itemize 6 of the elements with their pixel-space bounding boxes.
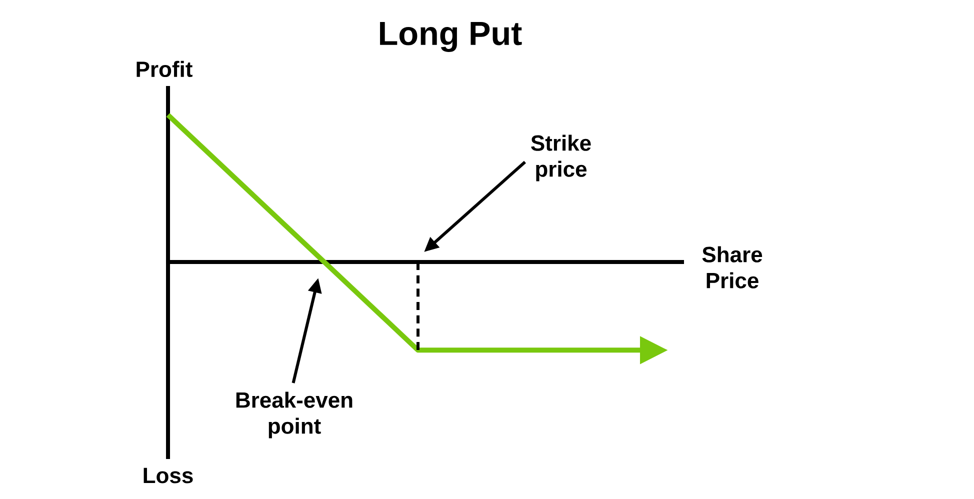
text: Loss (144, 468, 193, 484)
annotation: Strike price (531, 134, 591, 182)
y-axis-title: Profit (136, 60, 192, 78)
x-axis-title: Share Price (702, 246, 762, 288)
text: Break-even point (236, 392, 352, 438)
chart-title: Long Put (380, 22, 522, 52)
